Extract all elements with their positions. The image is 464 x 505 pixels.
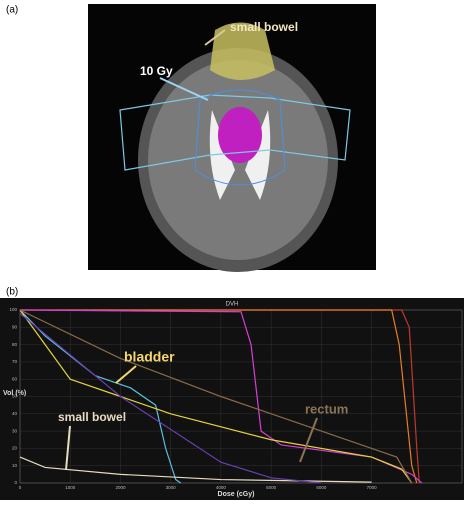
x-tick-label: 0 xyxy=(19,485,22,490)
annotation: bladder xyxy=(124,349,175,365)
chart-title: DVH xyxy=(226,302,239,308)
annotation: rectum xyxy=(305,401,348,416)
ct-image xyxy=(88,4,376,272)
y-tick-label: 90 xyxy=(12,324,18,329)
y-axis-label: Vol (%) xyxy=(3,390,26,397)
panel-label: (a) xyxy=(6,5,18,16)
x-tick-label: 7000 xyxy=(367,485,378,490)
x-tick-label: 4000 xyxy=(216,485,227,490)
y-tick-label: 20 xyxy=(12,446,18,451)
y-tick-label: 50 xyxy=(12,394,18,399)
ct-annotation: 10 Gy xyxy=(140,64,173,78)
y-tick-label: 100 xyxy=(9,307,17,312)
arrow xyxy=(204,29,226,46)
annotation-arrow xyxy=(65,425,71,471)
ct-annotation: small bowel xyxy=(230,20,298,34)
y-tick-label: 0 xyxy=(14,480,17,485)
y-tick-label: 60 xyxy=(12,376,18,381)
annotation-arrow xyxy=(299,417,318,463)
y-tick-label: 80 xyxy=(12,342,18,347)
y-tick-label: 30 xyxy=(12,428,18,433)
annotation: small bowel xyxy=(58,410,126,424)
x-tick-label: 5000 xyxy=(266,485,277,490)
y-tick-label: 10 xyxy=(12,463,18,468)
dvh-line xyxy=(20,309,418,484)
x-axis-label: Dose (cGy) xyxy=(218,491,255,498)
dvh-line xyxy=(19,456,372,483)
dvh-line xyxy=(19,309,413,484)
y-tick-label: 40 xyxy=(12,411,18,416)
dvh-line xyxy=(19,312,322,484)
panel-label: (b) xyxy=(6,287,18,298)
x-tick-label: 6000 xyxy=(316,485,327,490)
chart-background xyxy=(0,298,464,500)
annotation-arrow xyxy=(115,365,137,384)
dvh-line xyxy=(19,309,182,484)
arrow xyxy=(159,77,209,101)
x-tick-label: 1000 xyxy=(65,485,76,490)
x-tick-label: 3000 xyxy=(166,485,177,490)
dvh-line xyxy=(19,309,413,484)
y-tick-label: 70 xyxy=(12,359,18,364)
x-tick-label: 2000 xyxy=(115,485,126,490)
